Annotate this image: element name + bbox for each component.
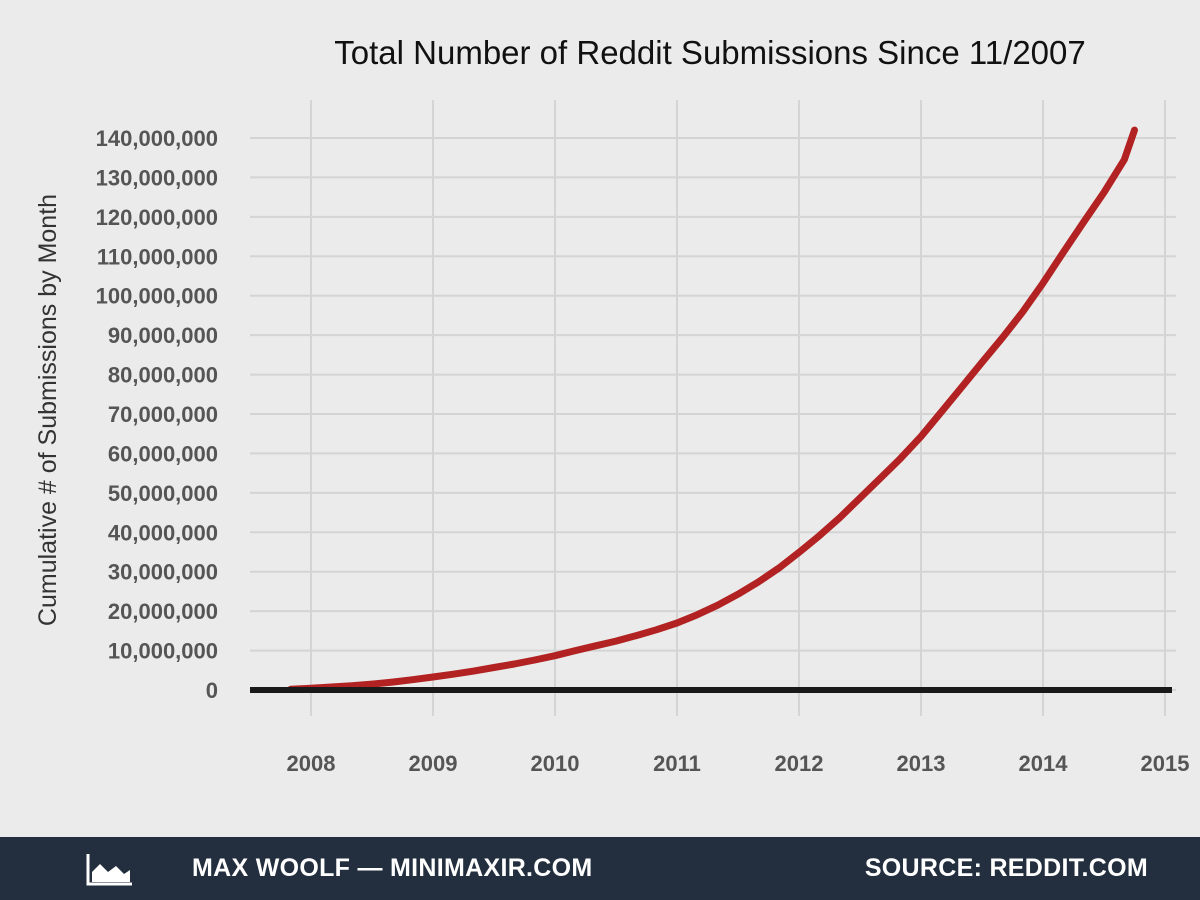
y-tick-label: 130,000,000 [96, 165, 218, 190]
y-tick-label: 90,000,000 [108, 323, 218, 348]
series-layer [287, 126, 1138, 693]
grid [250, 100, 1176, 716]
x-tick-label: 2010 [531, 751, 580, 776]
y-tick-label: 30,000,000 [108, 560, 218, 585]
footer-source: SOURCE: REDDIT.COM [864, 854, 1148, 882]
x-tick-label: 2012 [775, 751, 824, 776]
series-line [287, 126, 1138, 693]
y-tick-label: 120,000,000 [96, 205, 218, 230]
y-tick-label: 100,000,000 [96, 284, 218, 309]
chart: Total Number of Reddit Submissions Since… [34, 34, 1190, 776]
x-tick-label: 2014 [1019, 751, 1069, 776]
y-tick-label: 0 [206, 678, 218, 703]
y-tick-label: 110,000,000 [97, 244, 218, 269]
y-tick-label: 80,000,000 [108, 363, 218, 388]
y-tick-label: 20,000,000 [108, 599, 218, 624]
area-chart-logo-icon [86, 854, 132, 886]
y-tick-label: 70,000,000 [108, 402, 218, 427]
y-axis-label: Cumulative # of Submissions by Month [34, 194, 62, 626]
x-tick-label: 2008 [287, 751, 336, 776]
y-tick-label: 60,000,000 [108, 441, 218, 466]
x-tick-label: 2009 [409, 751, 458, 776]
y-tick-label: 10,000,000 [108, 639, 218, 664]
axis-ticks: 2008 2009 2010 2011 2012 2013 2014 2015 0 10,000,… [96, 126, 1190, 776]
chart-title: Total Number of Reddit Submissions Since… [334, 34, 1085, 71]
x-tick-label: 2013 [897, 751, 946, 776]
x-tick-label: 2015 [1141, 751, 1190, 776]
footer-author: MAX WOOLF — MINIMAXIR.COM [192, 854, 593, 882]
footer-bar: MAX WOOLF — MINIMAXIR.COM SOURCE: REDDIT… [0, 837, 1200, 900]
y-tick-label: 50,000,000 [108, 481, 218, 506]
y-tick-label: 140,000,000 [96, 126, 218, 151]
x-tick-label: 2011 [653, 751, 701, 776]
y-tick-label: 40,000,000 [108, 520, 218, 545]
